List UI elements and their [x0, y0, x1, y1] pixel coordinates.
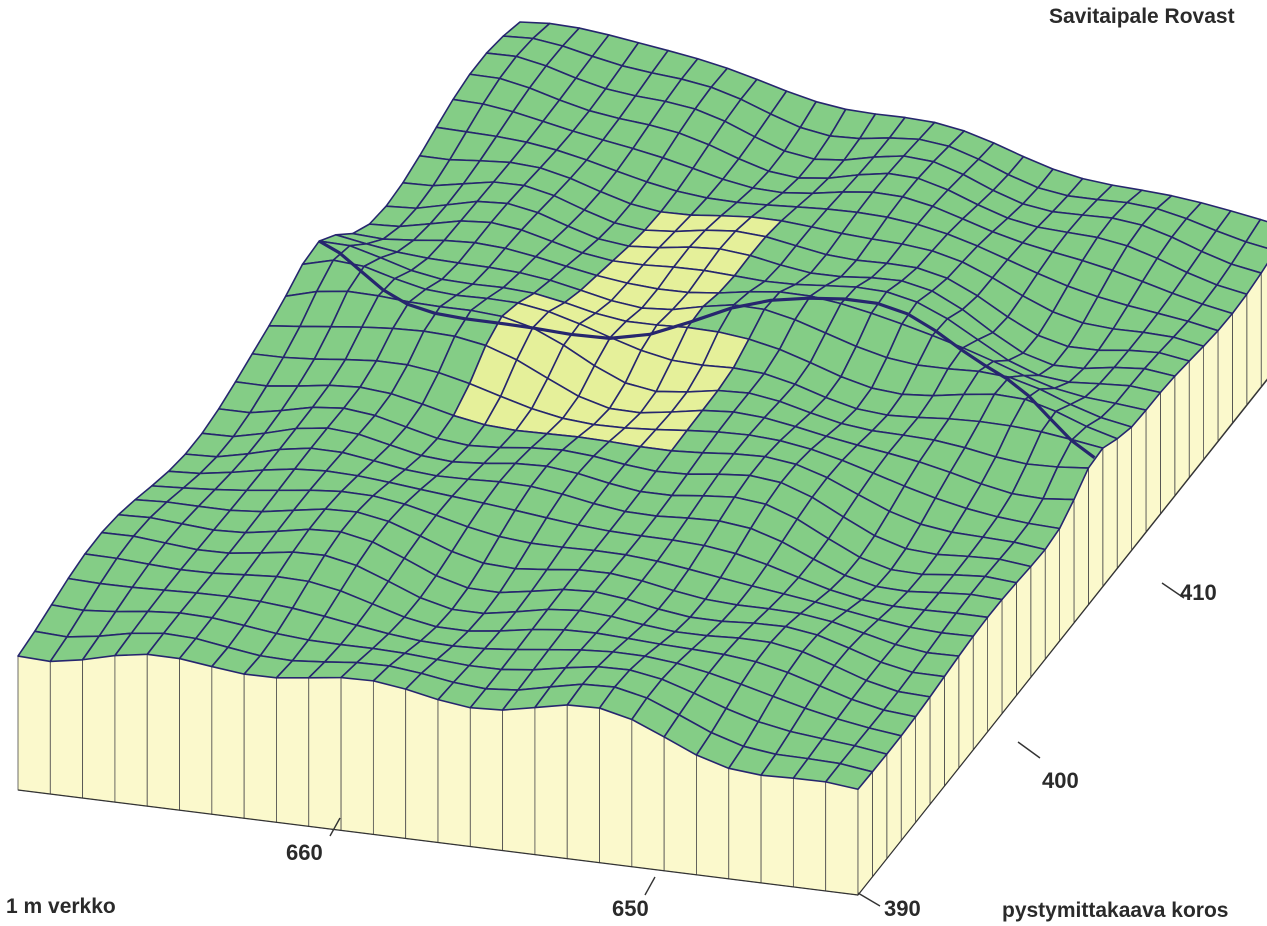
side-wall-segment — [958, 635, 974, 769]
side-wall-segment — [1131, 409, 1147, 551]
axis-tick — [644, 876, 656, 896]
x-tick-label-660: 660 — [286, 840, 323, 865]
front-wall-segment — [17, 655, 51, 795]
front-wall-segment — [792, 777, 827, 892]
terrain-cell — [1245, 218, 1267, 250]
front-wall-segment — [696, 754, 730, 880]
front-wall-segment — [308, 677, 342, 831]
side-wall-segment — [857, 770, 873, 897]
side-wall-segment — [872, 753, 888, 878]
side-wall-segment — [915, 695, 931, 824]
side-wall-segment — [1030, 548, 1046, 679]
front-wall-segment — [469, 707, 504, 852]
side-wall-segment — [1174, 360, 1190, 497]
side-wall-segment — [1145, 391, 1161, 533]
x-tick-label-650: 650 — [612, 896, 649, 921]
front-wall-segment — [631, 718, 665, 872]
side-wall-segment — [1016, 565, 1032, 697]
front-wall-segment — [114, 653, 148, 807]
front-wall-segment — [825, 781, 859, 896]
front-wall-segment — [760, 774, 794, 888]
side-wall-segment — [972, 616, 988, 751]
front-wall-segment — [728, 767, 762, 884]
side-wall-segment — [1001, 581, 1017, 715]
side-wall-segment — [1203, 329, 1219, 461]
front-wall-segment — [243, 673, 277, 823]
side-wall-segment — [1088, 446, 1104, 606]
axis-tick — [857, 892, 881, 907]
y-tick-label-400: 400 — [1042, 768, 1079, 793]
front-wall-segment — [534, 704, 568, 860]
y-tick-label-410: 410 — [1180, 580, 1217, 605]
front-wall-segment — [405, 688, 439, 843]
ridge-crest — [318, 239, 1096, 459]
axis-tick-marks — [17, 379, 1267, 907]
front-wall-segment — [179, 658, 213, 815]
side-wall-segment — [1044, 527, 1060, 660]
front-wall-segment — [437, 699, 471, 847]
y-tick-label-390: 390 — [884, 896, 921, 921]
front-wall-segment — [49, 659, 84, 799]
axis-tick — [1017, 741, 1041, 759]
front-wall-segment — [340, 677, 374, 835]
front-wall-segment — [211, 666, 245, 819]
front-wall-segment — [146, 653, 180, 811]
site-label: Savitaipale Rovast — [1049, 5, 1235, 28]
ridge-line — [318, 239, 1096, 459]
side-wall-segment — [944, 654, 960, 788]
axis-tick — [329, 817, 341, 837]
side-wall-segment — [1246, 271, 1262, 406]
side-wall-segment — [886, 734, 902, 860]
side-wall-segment — [987, 598, 1003, 733]
front-wall-segment — [502, 707, 536, 856]
grid-label: 1 m verkko — [6, 895, 116, 918]
front-wall-segment — [82, 655, 116, 803]
terrain-surface — [17, 21, 1267, 791]
side-wall-segment — [929, 675, 945, 806]
side-wall-segment — [1217, 312, 1233, 442]
front-wall-segment — [372, 680, 407, 839]
front-axis-line — [17, 789, 859, 896]
vertical-scale-label: pystymittakaava koros — [1002, 899, 1229, 922]
axis-tick — [1161, 582, 1185, 599]
side-wall-segment — [900, 715, 916, 842]
front-wall-segment — [599, 707, 633, 868]
front-wall-segment — [276, 677, 310, 827]
side-wall-segment — [1102, 438, 1118, 588]
terrain-cell — [824, 762, 874, 791]
side-wall-segment — [1116, 426, 1132, 570]
side-axis-line — [857, 379, 1267, 896]
side-wall-segment — [1188, 345, 1204, 479]
side-wall-segment — [1160, 375, 1176, 515]
front-wall-segment — [566, 704, 600, 864]
side-wall-segment — [1232, 293, 1248, 424]
front-wall-segment — [663, 736, 697, 876]
